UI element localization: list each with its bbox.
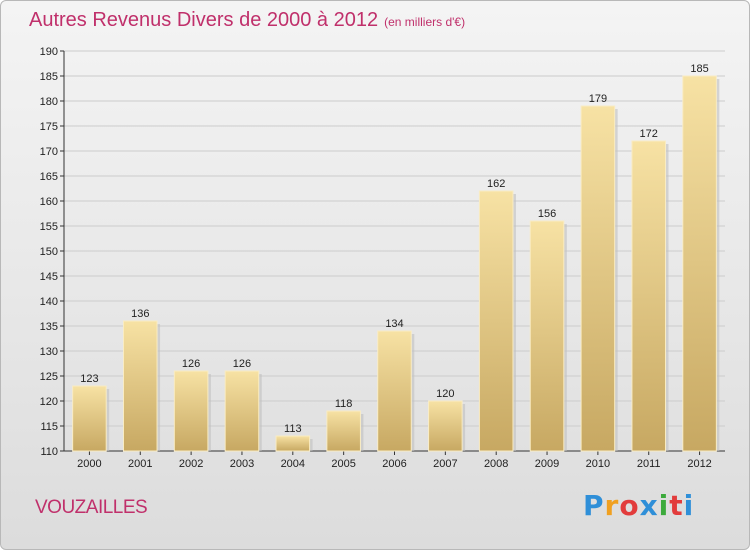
bar-value-label: 162 — [487, 178, 505, 190]
logo-letter: i — [683, 489, 695, 522]
bar — [377, 330, 412, 452]
y-tick-label: 185 — [40, 71, 58, 83]
x-tick-label: 2000 — [77, 458, 101, 470]
bar-value-label: 185 — [690, 63, 708, 75]
y-tick-label: 165 — [40, 171, 58, 183]
bar-value-label: 126 — [233, 358, 251, 370]
y-tick-label: 160 — [40, 196, 58, 208]
x-tick-label: 2001 — [128, 458, 152, 470]
y-tick-label: 190 — [40, 46, 58, 58]
logo-letter: x — [639, 489, 659, 522]
y-tick-label: 115 — [40, 421, 58, 433]
bar-value-label: 120 — [436, 388, 454, 400]
bar-value-label: 136 — [131, 308, 149, 320]
x-tick-label: 2002 — [179, 458, 203, 470]
bar — [580, 105, 616, 452]
chart-subtitle: (en milliers d'€) — [384, 15, 466, 29]
x-tick-label: 2006 — [382, 458, 406, 470]
bar — [326, 410, 361, 452]
bar — [529, 220, 565, 452]
logo-letter: r — [604, 489, 620, 522]
bar-value-label: 113 — [284, 423, 302, 435]
bars — [72, 75, 720, 452]
commune-name: VOUZAILLES — [35, 497, 148, 518]
x-tick-label: 2008 — [484, 458, 508, 470]
logo-letter: o — [619, 489, 640, 522]
y-tick-label: 180 — [40, 96, 58, 108]
bar — [173, 370, 209, 452]
y-tick-label: 145 — [40, 271, 58, 283]
bar — [682, 75, 717, 452]
x-tick-label: 2010 — [586, 458, 610, 470]
bar — [478, 190, 514, 452]
bar-value-label: 126 — [182, 358, 200, 370]
bar — [428, 400, 463, 452]
y-tick-label: 170 — [40, 146, 58, 158]
x-tick-label: 2009 — [535, 458, 559, 470]
bar-value-label: 156 — [538, 208, 556, 220]
chart-title: Autres Revenus Divers de 2000 à 2012 (en … — [29, 9, 465, 32]
logo-letter: i — [658, 489, 670, 522]
bar-value-label: 134 — [385, 318, 403, 330]
bar — [72, 385, 107, 452]
logo-letter: P — [583, 489, 605, 522]
y-tick-label: 125 — [40, 371, 58, 383]
labels: 123 136 126 126 113 118 134 120 162 156 179 172 185 — [80, 63, 709, 435]
bar-value-label: 123 — [80, 373, 98, 385]
logo-letter: t — [669, 489, 684, 522]
y-tick-label: 120 — [40, 396, 58, 408]
bar-value-label: 118 — [335, 398, 353, 410]
y-tick-label: 130 — [40, 346, 58, 358]
bar-value-label: 172 — [640, 128, 658, 140]
y-tick-label: 135 — [40, 321, 58, 333]
proxiti-logo: Proxiti — [583, 489, 694, 522]
x-tick-label: 2007 — [433, 458, 457, 470]
x-tick-label: 2011 — [637, 458, 661, 470]
axes: 110 115 120 125 130 135 140 145 150 155 160 165 170 1… — [40, 46, 725, 470]
bar — [224, 370, 260, 452]
x-tick-label: 2004 — [281, 458, 305, 470]
y-tick-label: 110 — [40, 446, 58, 458]
y-tick-label: 155 — [40, 221, 58, 233]
bar — [631, 140, 667, 452]
x-tick-label: 2003 — [230, 458, 254, 470]
y-tick-label: 175 — [40, 121, 58, 133]
x-tick-label: 2012 — [687, 458, 711, 470]
chart-title-text: Autres Revenus Divers de 2000 à 2012 — [29, 9, 379, 31]
x-tick-label: 2005 — [331, 458, 355, 470]
y-tick-label: 140 — [40, 296, 58, 308]
bar-value-label: 179 — [589, 93, 607, 105]
bar — [275, 435, 311, 452]
bar — [122, 320, 158, 452]
y-tick-label: 150 — [40, 246, 58, 258]
